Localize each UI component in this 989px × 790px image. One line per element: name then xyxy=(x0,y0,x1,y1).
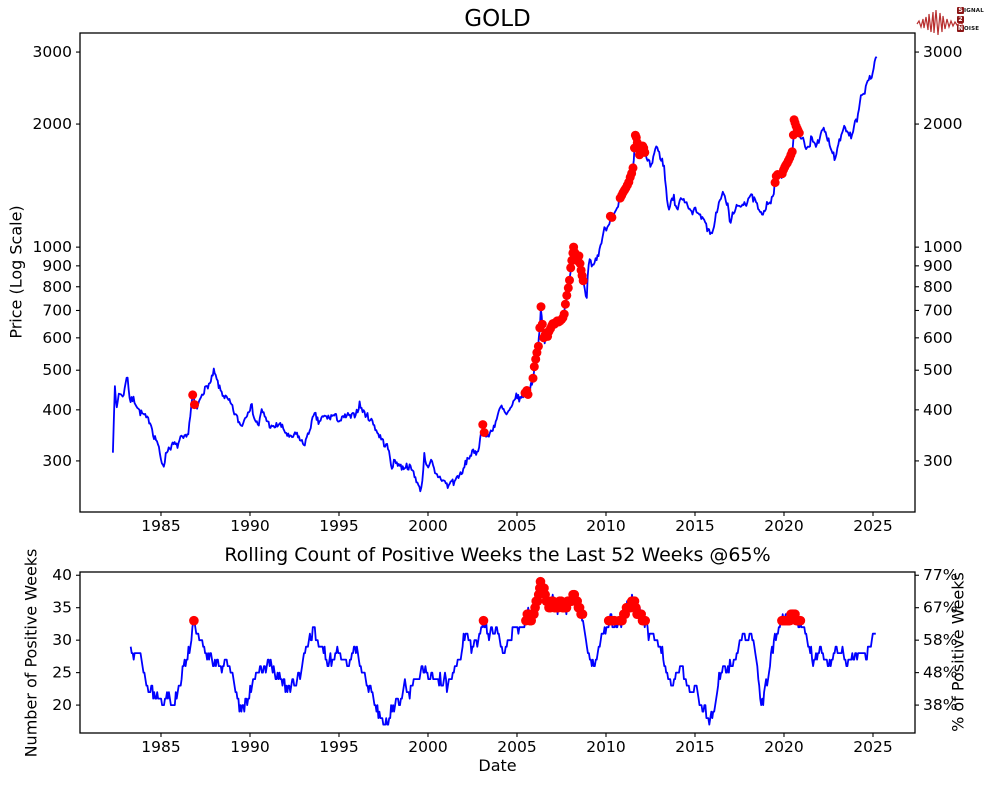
signal-marker xyxy=(787,147,797,157)
svg-text:2005: 2005 xyxy=(497,517,536,535)
signal-marker xyxy=(607,212,617,222)
plot-box-1 xyxy=(79,571,916,734)
svg-text:3000: 3000 xyxy=(923,43,962,61)
svg-text:2015: 2015 xyxy=(675,738,714,756)
rolling-count-positive-weeks xyxy=(129,580,876,726)
signal-marker xyxy=(188,390,198,400)
svg-text:2025: 2025 xyxy=(853,738,892,756)
signal-marker xyxy=(577,609,588,619)
svg-text:600: 600 xyxy=(42,329,72,347)
svg-text:1990: 1990 xyxy=(230,738,269,756)
svg-text:800: 800 xyxy=(42,278,72,296)
svg-text:500: 500 xyxy=(42,361,72,379)
signal-marker xyxy=(536,302,546,312)
svg-text:2010: 2010 xyxy=(586,738,625,756)
signal2noise-logo: S IGNAL 2 N OISE xyxy=(916,2,986,42)
bottom-chart-ylabel-right: % of Positive Weeks xyxy=(948,572,968,732)
svg-text:2025: 2025 xyxy=(853,517,892,535)
signal-marker xyxy=(529,362,539,372)
svg-text:900: 900 xyxy=(42,257,72,275)
signal-marker xyxy=(533,341,543,351)
svg-text:2010: 2010 xyxy=(586,517,625,535)
logo-letter-2: 2 xyxy=(957,16,964,23)
svg-text:300: 300 xyxy=(923,452,953,470)
svg-text:2015: 2015 xyxy=(675,517,714,535)
svg-text:1995: 1995 xyxy=(319,517,358,535)
svg-text:2020: 2020 xyxy=(764,738,803,756)
svg-text:400: 400 xyxy=(42,401,72,419)
logo-oise: OISE xyxy=(964,25,980,32)
plot-box-0 xyxy=(79,32,916,513)
signal-marker xyxy=(574,251,584,261)
svg-text:1990: 1990 xyxy=(230,517,269,535)
svg-text:500: 500 xyxy=(923,361,953,379)
svg-text:600: 600 xyxy=(923,329,953,347)
svg-text:1000: 1000 xyxy=(923,238,962,256)
svg-text:2005: 2005 xyxy=(497,738,536,756)
top-chart-title: GOLD xyxy=(464,6,531,32)
signal-marker xyxy=(562,290,572,300)
signal-marker xyxy=(578,276,588,286)
svg-text:58%: 58% xyxy=(923,631,957,649)
svg-text:2000: 2000 xyxy=(33,115,72,133)
svg-text:700: 700 xyxy=(923,301,953,319)
signal-marker xyxy=(563,283,573,293)
bottom-chart-title: Rolling Count of Positive Weeks the Last… xyxy=(224,544,771,566)
svg-text:300: 300 xyxy=(42,452,72,470)
signal-marker xyxy=(528,373,538,383)
signal-marker xyxy=(575,259,585,268)
signal-marker xyxy=(640,147,650,157)
svg-text:20: 20 xyxy=(52,696,72,714)
signal-marker xyxy=(795,615,806,626)
bottom-chart-ylabel-left: Number of Positive Weeks xyxy=(21,548,41,758)
signal-marker xyxy=(559,309,569,319)
signal-marker xyxy=(478,420,488,430)
signal-marker xyxy=(537,319,547,329)
svg-text:40: 40 xyxy=(52,566,72,584)
waveform-icon xyxy=(916,9,964,36)
svg-text:800: 800 xyxy=(923,278,953,296)
logo-letter-n: N xyxy=(957,25,964,32)
svg-text:1985: 1985 xyxy=(141,517,180,535)
signal-marker xyxy=(640,615,650,626)
svg-text:30: 30 xyxy=(52,631,72,649)
svg-text:77%: 77% xyxy=(923,566,957,584)
svg-text:1985: 1985 xyxy=(141,738,180,756)
logo-text: S IGNAL 2 N OISE xyxy=(957,6,984,33)
signal-marker xyxy=(560,299,570,309)
logo-ignal: IGNAL xyxy=(964,7,984,14)
signal-marker xyxy=(479,428,489,437)
svg-text:25: 25 xyxy=(52,664,72,682)
svg-text:700: 700 xyxy=(42,301,72,319)
gold-weekly-price xyxy=(112,56,878,493)
svg-text:67%: 67% xyxy=(923,599,957,617)
svg-text:400: 400 xyxy=(923,401,953,419)
signal-marker xyxy=(190,400,199,410)
svg-text:48%: 48% xyxy=(923,664,957,682)
top-chart-ylabel: Price (Log Scale) xyxy=(6,205,26,339)
signal-marker xyxy=(565,275,574,285)
svg-text:38%: 38% xyxy=(923,696,957,714)
signal-marker xyxy=(478,615,489,626)
signal-marker xyxy=(189,615,199,626)
svg-text:3000: 3000 xyxy=(33,43,72,61)
svg-text:2000: 2000 xyxy=(408,517,447,535)
svg-text:35: 35 xyxy=(52,599,72,617)
svg-text:1995: 1995 xyxy=(319,738,358,756)
signal-marker xyxy=(566,263,576,273)
signal-marker xyxy=(794,128,804,138)
svg-text:900: 900 xyxy=(923,257,953,275)
svg-text:2000: 2000 xyxy=(408,738,447,756)
svg-text:1000: 1000 xyxy=(33,238,72,256)
bottom-chart-xlabel: Date xyxy=(478,756,517,775)
signal-marker xyxy=(523,390,533,399)
logo-letter-s: S xyxy=(957,7,964,14)
svg-text:2020: 2020 xyxy=(764,517,803,535)
svg-text:2000: 2000 xyxy=(923,115,962,133)
signal-marker xyxy=(628,163,638,173)
